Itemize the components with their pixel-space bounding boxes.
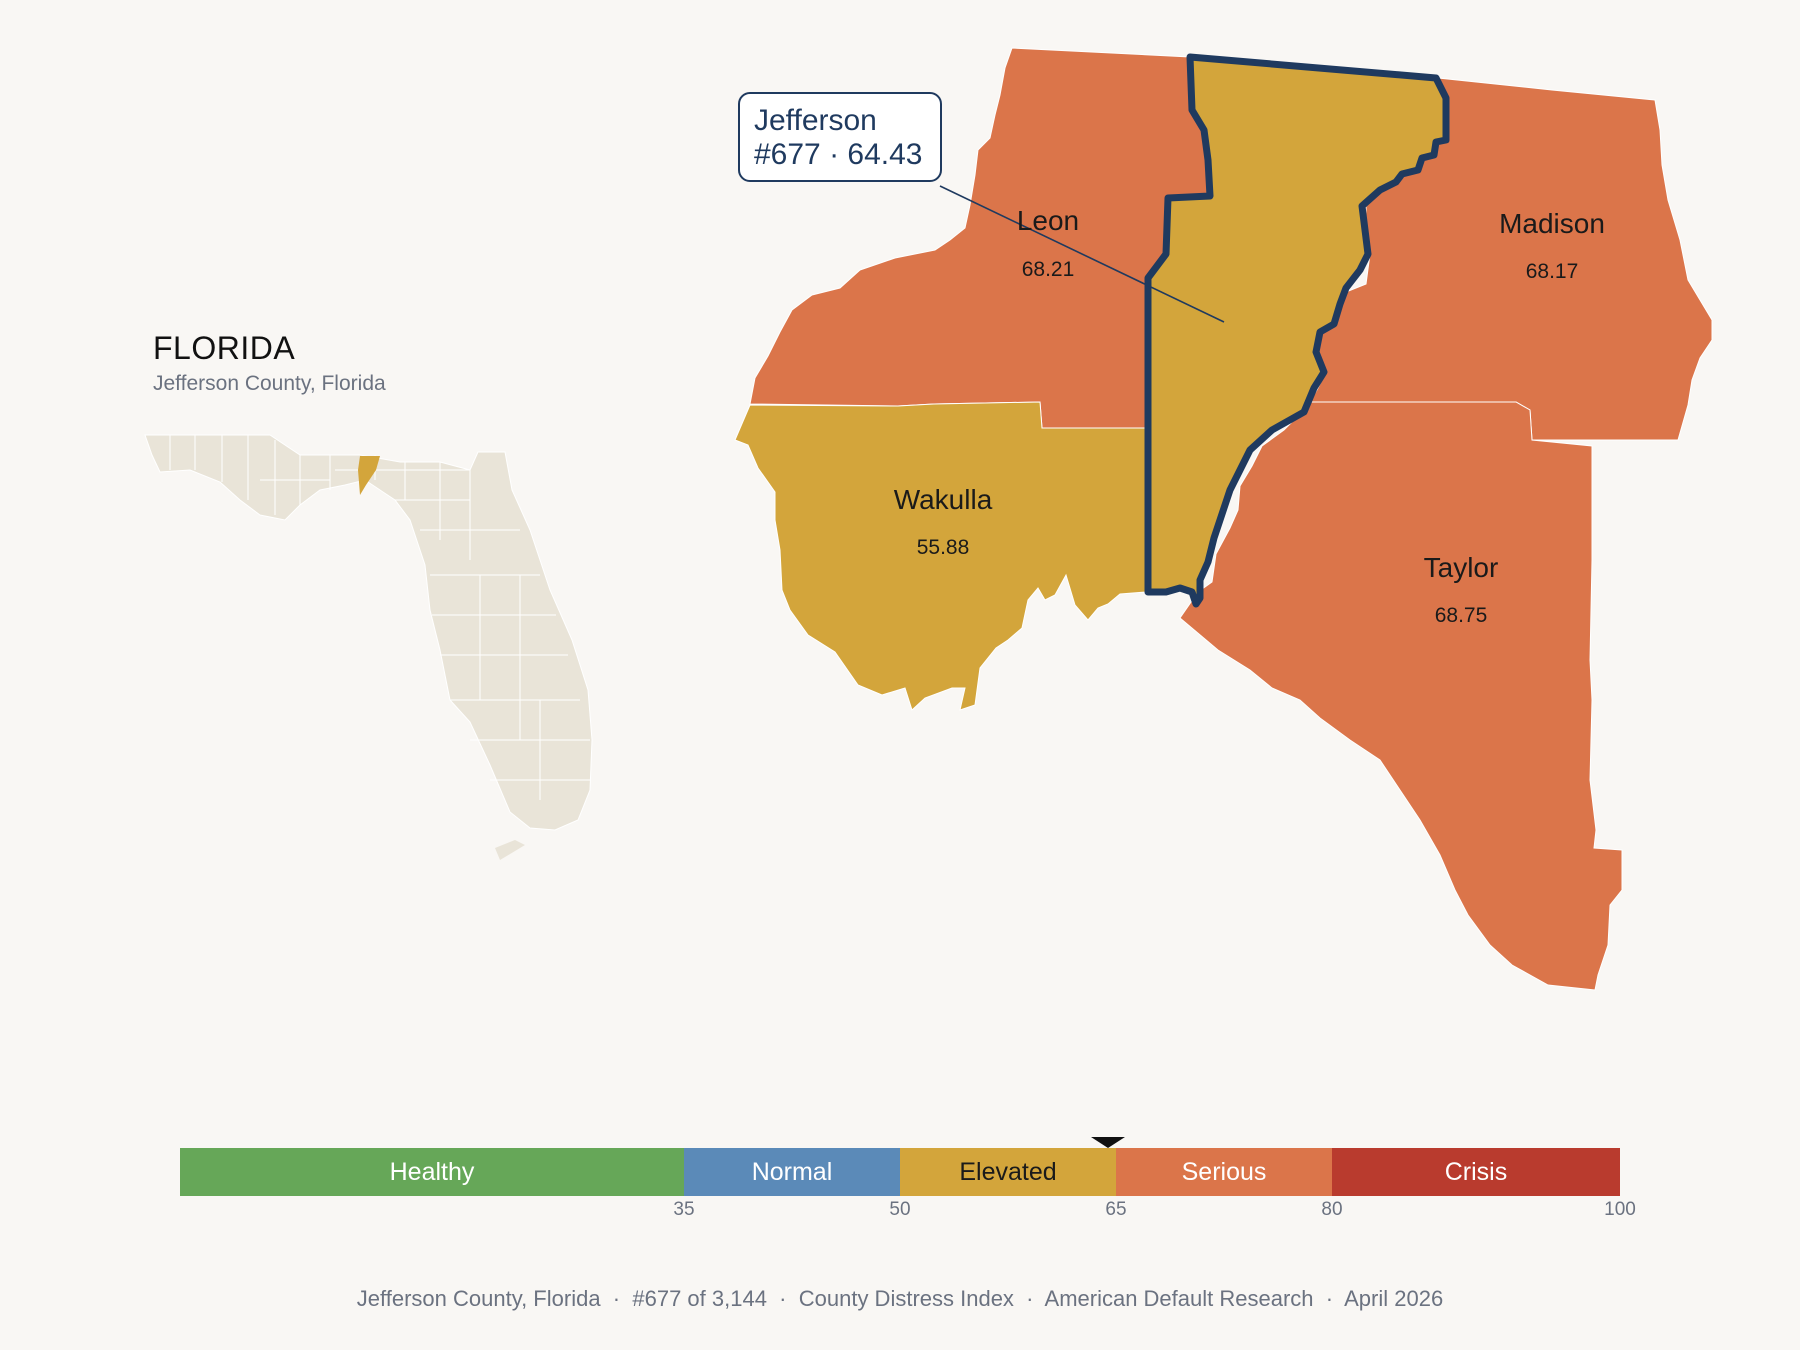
- state-subtitle: Jefferson County, Florida: [153, 372, 386, 395]
- callout-rank-score: #677 · 64.43: [754, 138, 923, 171]
- footer-index: County Distress Index: [798, 1286, 1014, 1311]
- florida-county-lines: [169, 435, 590, 800]
- florida-outline: [144, 434, 593, 831]
- county-jefferson: [1144, 53, 1450, 608]
- legend-segment-healthy: Healthy: [180, 1148, 684, 1196]
- legend-tick: 100: [1604, 1199, 1636, 1220]
- state-title: FLORIDA: [153, 330, 296, 366]
- label-madison: Madison: [1499, 208, 1605, 239]
- legend-segment-normal: Normal: [684, 1148, 900, 1196]
- county-labels: Leon 68.21 Madison 68.17 Wakulla 55.88 T…: [894, 205, 1605, 627]
- footer-separator: ·: [1020, 1286, 1045, 1311]
- footer-county: Jefferson County, Florida: [356, 1286, 601, 1311]
- footer: Jefferson County, Florida · #677 of 3,14…: [0, 1286, 1800, 1312]
- footer-date: April 2026: [1344, 1286, 1444, 1311]
- footer-separator: ·: [606, 1286, 633, 1311]
- score-taylor: 68.75: [1435, 604, 1488, 627]
- score-wakulla: 55.88: [917, 536, 970, 559]
- legend-tick: 50: [889, 1199, 911, 1220]
- score-leon: 68.21: [1022, 258, 1075, 281]
- county-wakulla: [734, 401, 1147, 711]
- footer-rank: #677 of 3,144: [632, 1286, 767, 1311]
- legend-segment-crisis: Crisis: [1332, 1148, 1620, 1196]
- legend-tick: 35: [673, 1199, 695, 1220]
- label-taylor: Taylor: [1424, 552, 1499, 583]
- footer-separator: ·: [1319, 1286, 1345, 1311]
- florida-inset-map: [144, 434, 593, 860]
- label-leon: Leon: [1017, 205, 1079, 236]
- county-callout: Jefferson #677 · 64.43: [738, 92, 942, 182]
- county-shapes: [734, 47, 1713, 991]
- label-wakulla: Wakulla: [894, 484, 993, 515]
- score-madison: 68.17: [1526, 260, 1579, 283]
- footer-separator: ·: [773, 1286, 799, 1311]
- legend-segment-elevated: Elevated: [900, 1148, 1116, 1196]
- callout-leader-line: [939, 185, 1225, 323]
- legend-segment-serious: Serious: [1116, 1148, 1332, 1196]
- county-taylor: [1179, 401, 1623, 991]
- legend-tick: 65: [1105, 1199, 1127, 1220]
- callout-county-name: Jefferson: [754, 104, 877, 137]
- distress-scale-legend: Healthy Normal Elevated Serious Crisis: [180, 1148, 1620, 1196]
- footer-source: American Default Research: [1044, 1286, 1314, 1311]
- florida-keys: [495, 840, 525, 860]
- inset-jefferson-highlight: [358, 456, 380, 495]
- legend-tick: 80: [1321, 1199, 1343, 1220]
- score-marker-icon: [1090, 1137, 1125, 1148]
